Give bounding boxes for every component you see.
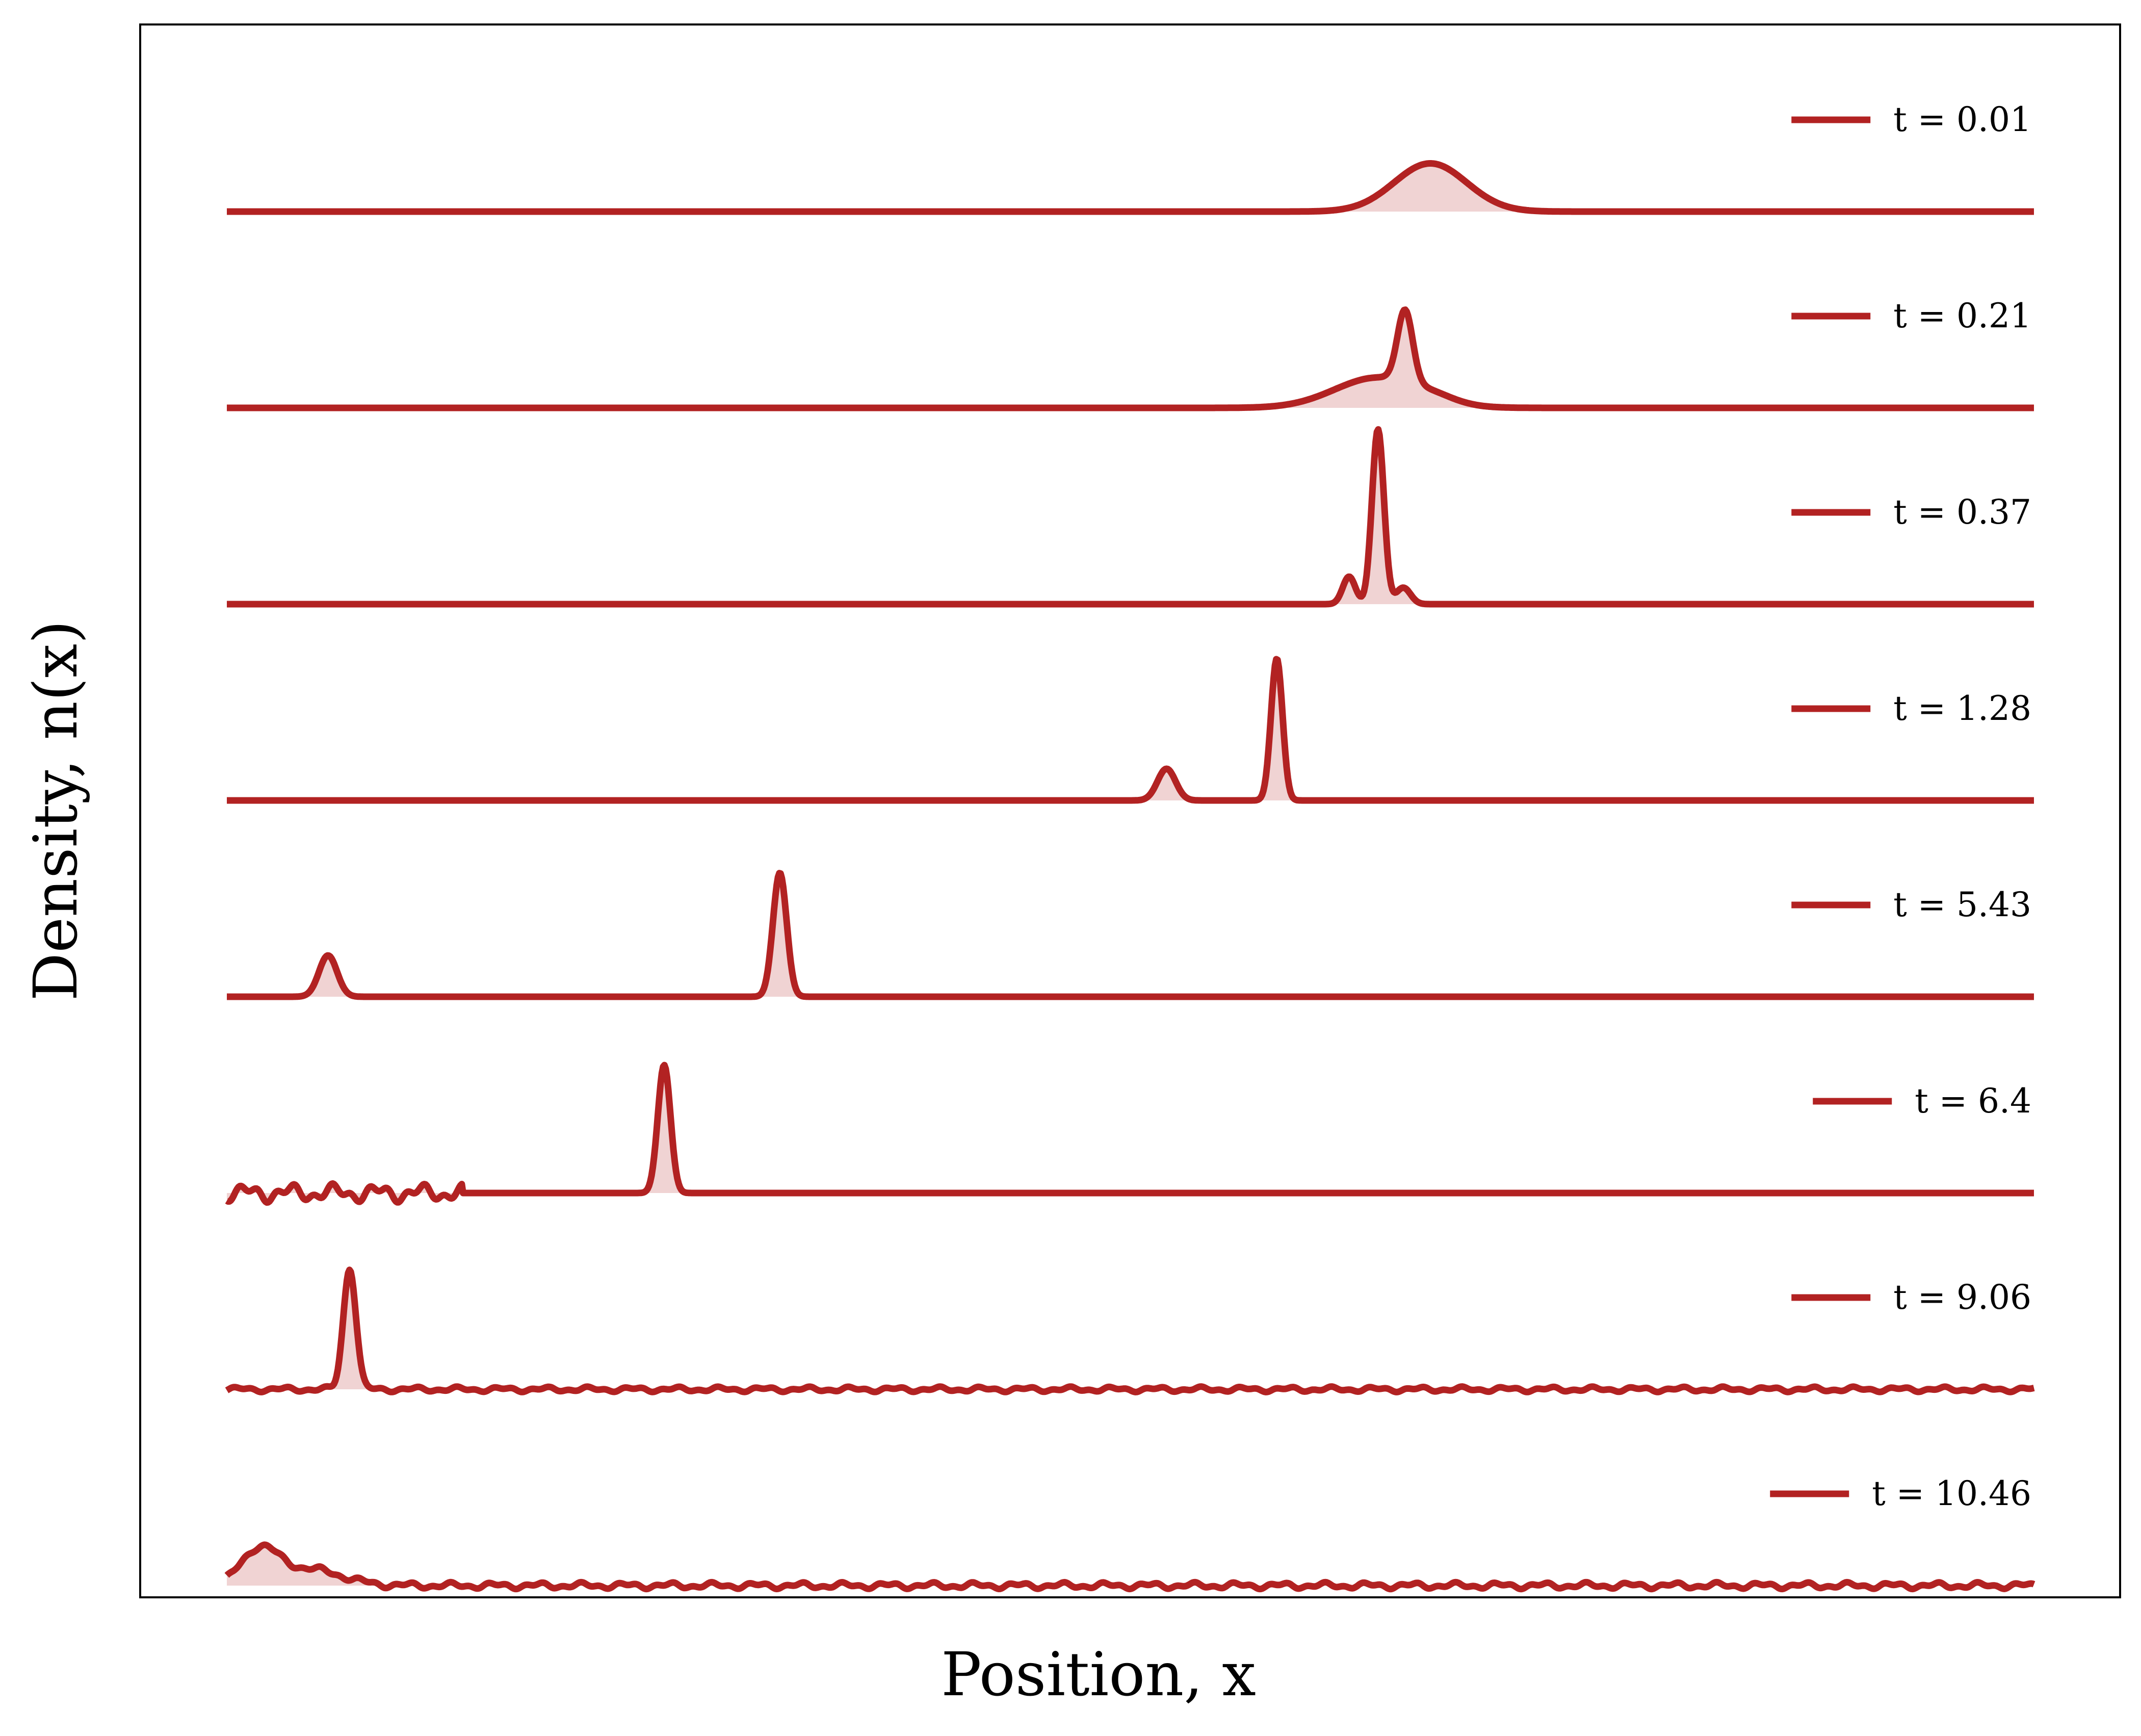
density-traces (224, 160, 2036, 1593)
trace-line-5 (225, 870, 2036, 1000)
trace-line-4 (225, 656, 2036, 804)
trace-line-6 (225, 1061, 2036, 1206)
legend-label-7: t = 9.06 (1893, 1278, 2031, 1317)
legend-label-5: t = 5.43 (1893, 885, 2031, 924)
y-axis-label: Density, n(x) (20, 620, 91, 1001)
legend-label-8: t = 10.46 (1872, 1474, 2031, 1513)
trace-line-1 (225, 160, 2036, 215)
legend-group: t = 0.01 t = 0.21 t = 0.37 t = 1.28 t = 5.43… (1770, 100, 2031, 1513)
trace-line-8 (224, 1541, 2036, 1593)
legend-label-6: t = 6.4 (1915, 1081, 2031, 1121)
trace-fill-4 (227, 659, 2034, 800)
trace-fill-1 (227, 163, 2034, 212)
trace-line-3 (225, 426, 2036, 608)
trace-line-7 (225, 1266, 2036, 1395)
legend-label-4: t = 1.28 (1893, 689, 2031, 728)
legend-label-1: t = 0.01 (1893, 100, 2031, 139)
trace-fill-2 (227, 309, 2034, 408)
trace-fill-7 (227, 1269, 2034, 1392)
trace-line-2 (225, 306, 2036, 411)
plot-frame (139, 23, 2121, 1598)
trace-fill-6 (227, 1065, 2034, 1203)
trace-fill-3 (227, 429, 2034, 604)
x-axis-label: Position, x (941, 1639, 1256, 1709)
trace-fill-5 (227, 873, 2034, 997)
legend-label-3: t = 0.37 (1893, 493, 2031, 532)
legend-label-2: t = 0.21 (1893, 296, 2031, 335)
